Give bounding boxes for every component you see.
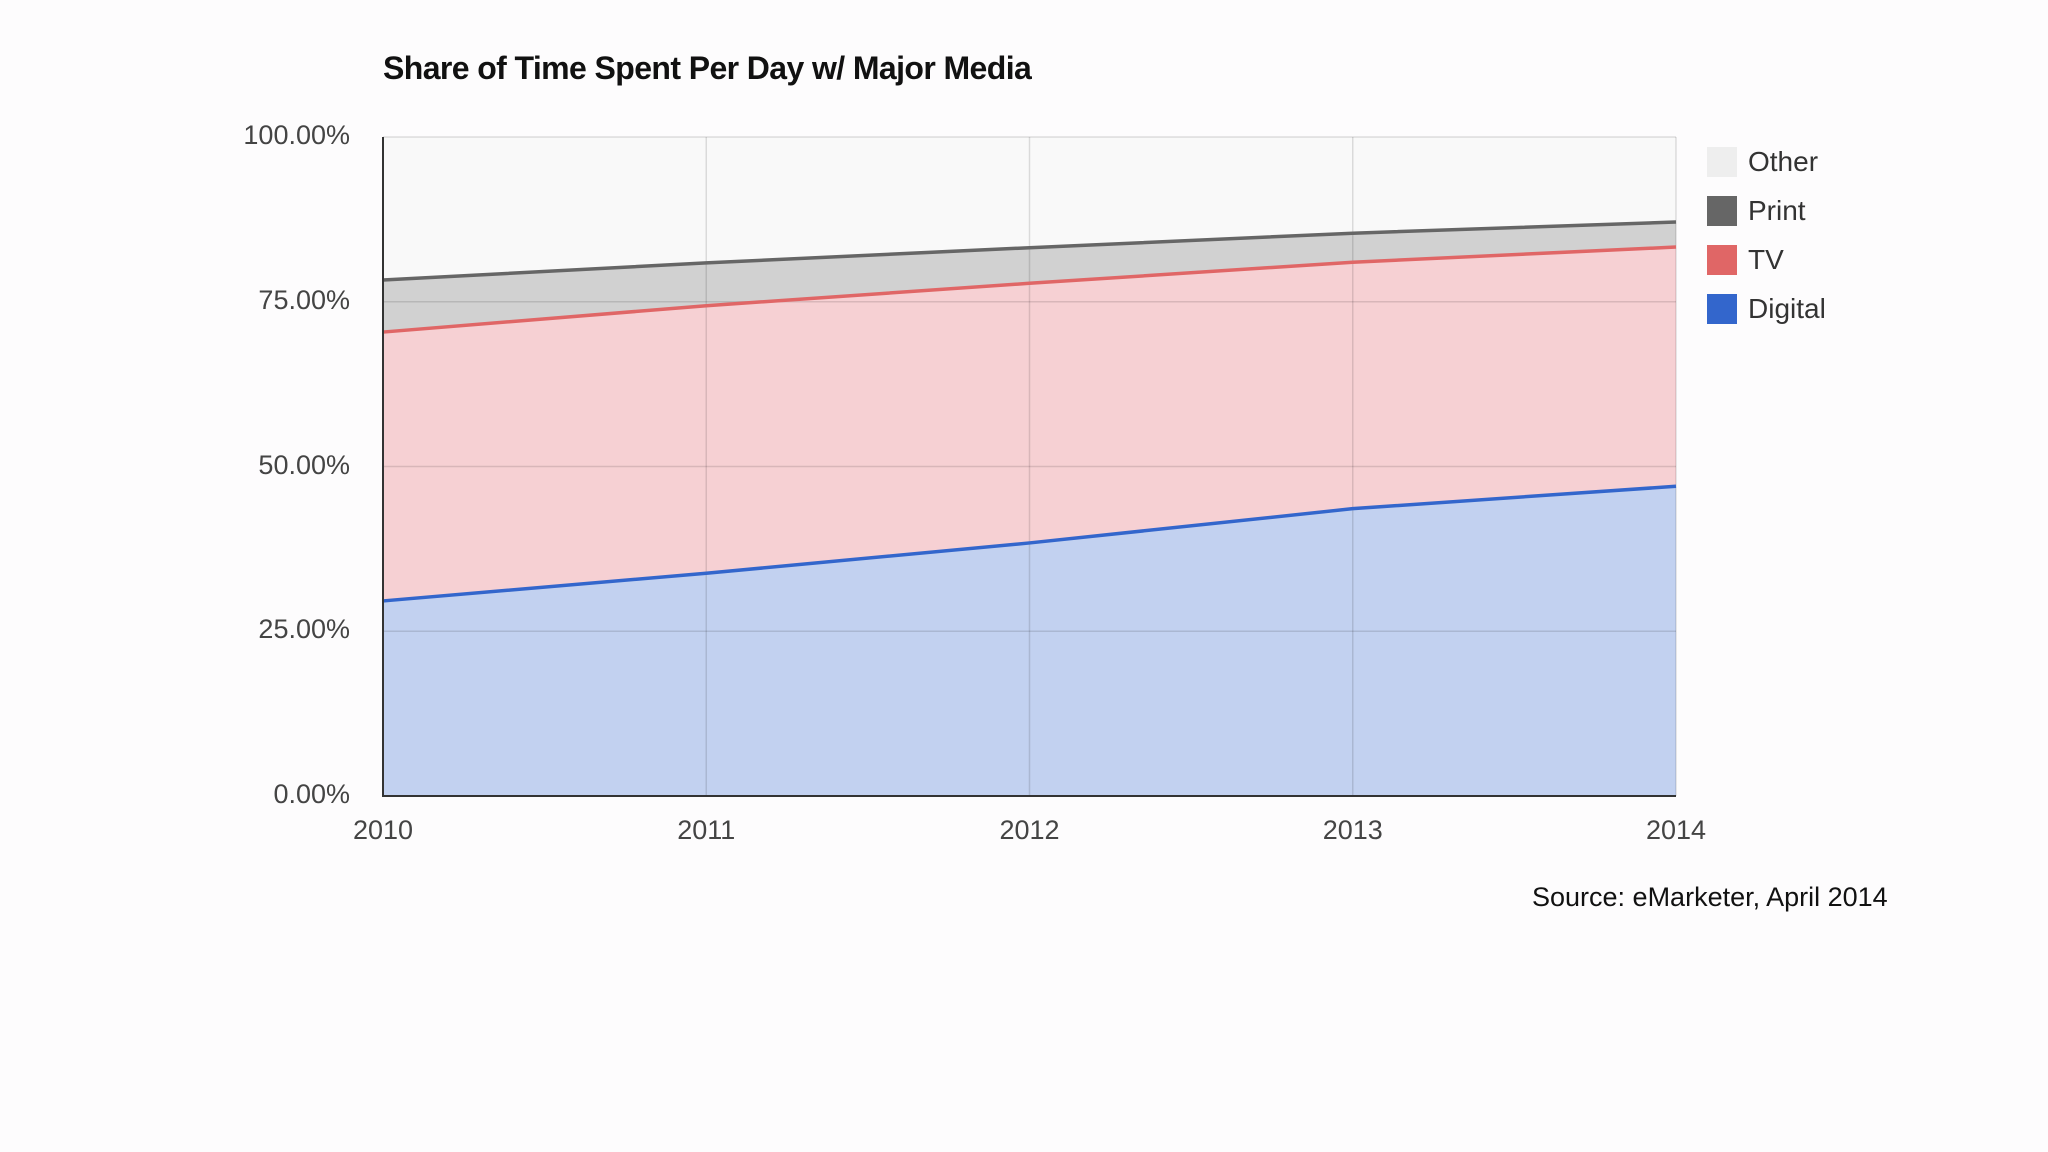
legend-item-print[interactable]: Print: [1707, 186, 1826, 235]
legend-swatch-icon: [1707, 195, 1737, 226]
legend-label: TV: [1748, 243, 1784, 275]
legend-swatch-icon: [1707, 146, 1737, 177]
line-tv: [382, 245, 1677, 334]
legend-item-other[interactable]: Other: [1707, 137, 1826, 186]
y-tick-label: 50.00%: [258, 449, 350, 480]
x-tick-label: 2012: [999, 815, 1060, 845]
legend-item-digital[interactable]: Digital: [1707, 284, 1826, 333]
legend-label: Print: [1748, 194, 1806, 226]
y-tick-label: 25.00%: [258, 614, 350, 645]
line-digital: [382, 484, 1677, 603]
area-other: [383, 137, 1676, 281]
series-lines: [382, 220, 1677, 603]
x-tick-label: 2010: [352, 815, 414, 845]
axes: [382, 137, 1676, 797]
area-tv: [383, 247, 1676, 601]
legend-label: Digital: [1748, 292, 1826, 324]
x-tick-label: 2013: [1322, 815, 1383, 845]
x-tick-label: 2011: [677, 815, 736, 845]
legend-label: Other: [1748, 145, 1819, 177]
legend-swatch-icon: [1707, 293, 1737, 324]
line-print: [382, 220, 1677, 282]
area-digital: [383, 486, 1676, 796]
legend: Other Print TV Digital: [1707, 137, 1826, 333]
y-tick-label: 0.00%: [273, 779, 350, 809]
legend-swatch-icon: [1707, 244, 1737, 275]
source-note: Source: eMarketer, April 2014: [1532, 882, 1888, 912]
x-tick-label: 2014: [1645, 815, 1707, 845]
gridlines: [383, 136, 1677, 796]
y-tick-label: 75.00%: [258, 284, 350, 315]
chart-title: Share of Time Spent Per Day w/ Major Med…: [383, 50, 1032, 86]
legend-item-tv[interactable]: TV: [1707, 235, 1826, 284]
y-tick-label: 100.00%: [243, 120, 350, 150]
